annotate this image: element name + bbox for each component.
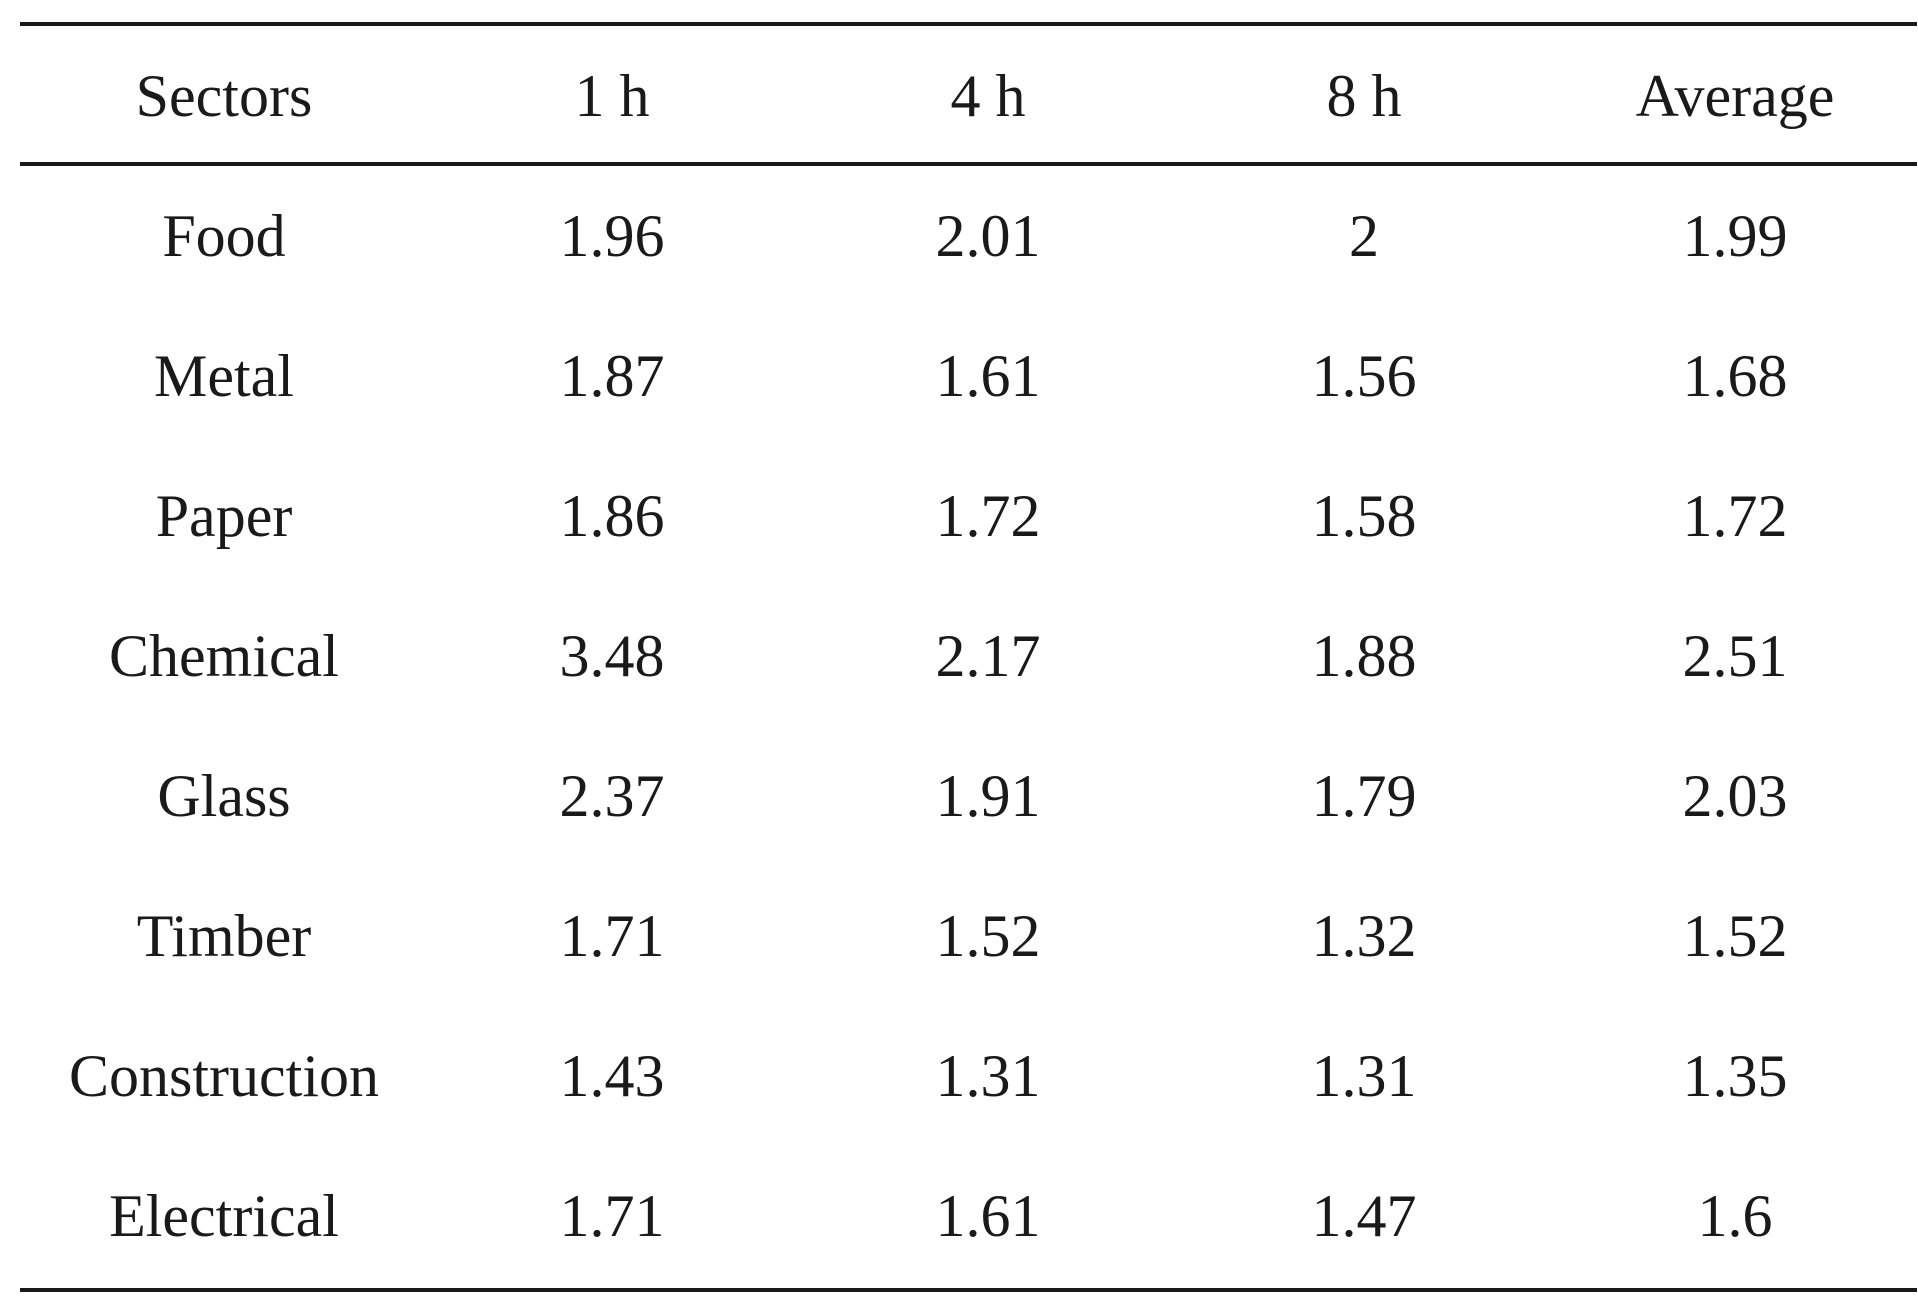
- table-top-rule: [20, 22, 1917, 26]
- value-cell-average: 1.68: [1682, 343, 1788, 409]
- value-cell-8h: 1.88: [1311, 623, 1417, 689]
- value-cell-8h: 1.47: [1311, 1183, 1417, 1249]
- value-cell-1h: 1.86: [559, 483, 665, 549]
- value-cell-average: 1.6: [1697, 1183, 1773, 1249]
- value-cell-average: 2.51: [1682, 623, 1788, 689]
- value-cell-4h: 1.52: [935, 903, 1041, 969]
- value-cell-1h: 1.43: [559, 1043, 665, 1109]
- table-row: Chemical 3.48 2.17 1.88 2.51: [0, 586, 1918, 726]
- value-cell-1h: 2.37: [559, 763, 665, 829]
- sector-cell: Glass: [157, 763, 291, 829]
- value-cell-average: 1.52: [1682, 903, 1788, 969]
- value-cell-average: 1.35: [1682, 1043, 1788, 1109]
- value-cell-8h: 1.79: [1311, 763, 1417, 829]
- sector-cell: Timber: [136, 903, 312, 969]
- sector-cell: Construction: [69, 1043, 379, 1109]
- sector-cell: Metal: [154, 343, 294, 409]
- table-row: Glass 2.37 1.91 1.79 2.03: [0, 726, 1918, 866]
- header-sectors: Sectors: [135, 63, 313, 129]
- value-cell-4h: 1.61: [935, 1183, 1041, 1249]
- table-bottom-rule: [20, 1288, 1917, 1292]
- sector-cell: Chemical: [109, 623, 339, 689]
- header-4h: 4 h: [950, 63, 1026, 129]
- value-cell-4h: 2.01: [935, 203, 1041, 269]
- value-cell-average: 2.03: [1682, 763, 1788, 829]
- value-cell-1h: 1.96: [559, 203, 665, 269]
- value-cell-4h: 1.91: [935, 763, 1041, 829]
- value-cell-1h: 3.48: [559, 623, 665, 689]
- value-cell-4h: 2.17: [935, 623, 1041, 689]
- table-row: Electrical 1.71 1.61 1.47 1.6: [0, 1146, 1918, 1286]
- value-cell-8h: 1.58: [1311, 483, 1417, 549]
- value-cell-8h: 1.56: [1311, 343, 1417, 409]
- value-cell-4h: 1.72: [935, 483, 1041, 549]
- value-cell-8h: 1.31: [1311, 1043, 1417, 1109]
- value-cell-4h: 1.31: [935, 1043, 1041, 1109]
- value-cell-average: 1.99: [1682, 203, 1788, 269]
- value-cell-average: 1.72: [1682, 483, 1788, 549]
- table-row: Paper 1.86 1.72 1.58 1.72: [0, 446, 1918, 586]
- sector-cell: Paper: [155, 483, 293, 549]
- table-row: Metal 1.87 1.61 1.56 1.68: [0, 306, 1918, 446]
- header-average: Average: [1635, 63, 1835, 129]
- table-header-rule: [20, 162, 1917, 166]
- table-row: Food 1.96 2.01 2 1.99: [0, 166, 1918, 306]
- value-cell-8h: 2: [1349, 203, 1379, 269]
- table-header-row: Sectors 1 h 4 h 8 h Average: [0, 26, 1918, 166]
- value-cell-8h: 1.32: [1311, 903, 1417, 969]
- header-8h: 8 h: [1326, 63, 1402, 129]
- header-1h: 1 h: [574, 63, 650, 129]
- value-cell-1h: 1.87: [559, 343, 665, 409]
- table-row: Timber 1.71 1.52 1.32 1.52: [0, 866, 1918, 1006]
- value-cell-4h: 1.61: [935, 343, 1041, 409]
- sector-cell: Electrical: [109, 1183, 339, 1249]
- sector-cell: Food: [162, 203, 286, 269]
- value-cell-1h: 1.71: [559, 1183, 665, 1249]
- value-cell-1h: 1.71: [559, 903, 665, 969]
- table-row: Construction 1.43 1.31 1.31 1.35: [0, 1006, 1918, 1146]
